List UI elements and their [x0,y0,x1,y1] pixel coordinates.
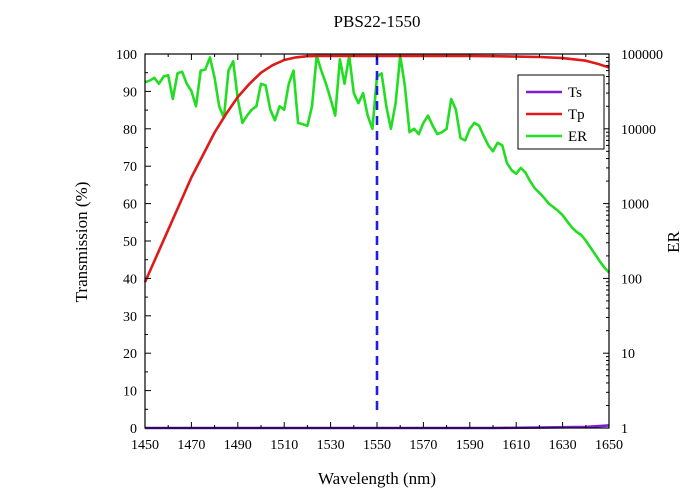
x-tick-label: 1570 [409,438,437,453]
x-tick-label: 1490 [224,438,252,453]
legend-box [517,74,605,150]
y-tick-label: 30 [123,310,137,325]
legend-label-ts: Ts [568,85,582,101]
y2-tick-label: 100000 [621,48,663,63]
x-tick-label: 1470 [177,438,205,453]
y-tick-label: 70 [123,160,137,175]
y-tick-label: 90 [123,85,137,100]
y2-tick-label: 10 [621,347,635,362]
x-tick-label: 1550 [363,438,391,453]
x-tick-label: 1650 [595,438,623,453]
y2-tick-label: 10000 [621,123,656,138]
y-tick-label: 60 [123,198,137,213]
x-tick-label: 1630 [549,438,577,453]
y-tick-label: 10 [123,385,137,400]
chart-title: PBS22-1550 [334,12,421,31]
legend-label-er: ER [568,129,587,145]
y-tick-label: 80 [123,123,137,138]
y-tick-label: 50 [123,235,137,250]
legend: Ts Tp ER [517,74,605,150]
x-tick-label: 1510 [270,438,298,453]
y2-tick-label: 1 [621,422,628,437]
x-tick-label: 1590 [456,438,484,453]
y2-axis-title: ER [664,230,683,252]
y-tick-label: 0 [130,422,137,437]
y-axis-title: Transmission (%) [72,182,91,303]
legend-label-tp: Tp [568,107,585,123]
y2-tick-label: 1000 [621,198,649,213]
x-tick-label: 1530 [317,438,345,453]
y-tick-label: 100 [116,48,137,63]
series-line-tp [143,54,610,283]
y2-tick-label: 100 [621,272,642,287]
y-tick-label: 40 [123,272,137,287]
x-tick-label: 1450 [131,438,159,453]
y-tick-label: 20 [123,347,137,362]
axes: 1450 1470 1490 1510 1530 1550 1570 1590 1610 1630… [116,48,663,453]
x-axis-title: Wavelength (nm) [318,469,436,488]
x-tick-label: 1610 [502,438,530,453]
